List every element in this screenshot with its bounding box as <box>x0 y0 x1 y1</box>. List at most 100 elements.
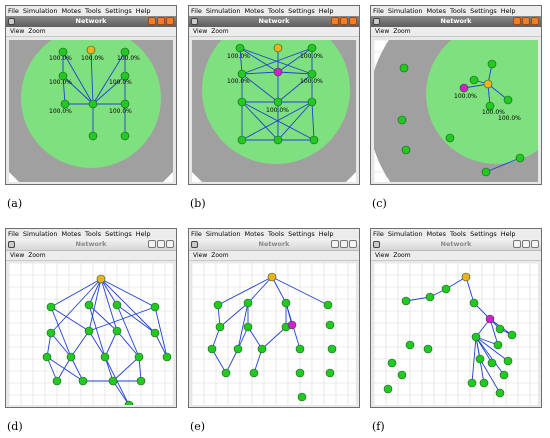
menu-simulation[interactable]: Simulation <box>387 7 423 15</box>
network-canvas[interactable]: 100.0% 100.0% 100.0% 100.0% 100.0% <box>192 40 356 182</box>
menu-file[interactable]: File <box>8 230 19 238</box>
mote[interactable] <box>515 153 525 163</box>
menu-settings[interactable]: Settings <box>105 230 132 238</box>
mote[interactable] <box>287 320 297 330</box>
menu-motes[interactable]: Motes <box>61 7 82 15</box>
mote[interactable] <box>46 302 56 312</box>
title-bar[interactable]: Network <box>371 239 541 251</box>
mote[interactable] <box>459 83 469 93</box>
mote[interactable] <box>467 378 477 388</box>
mote[interactable] <box>307 69 317 79</box>
sink-mote[interactable] <box>273 43 283 53</box>
mote[interactable] <box>120 99 130 109</box>
window-menu-icon[interactable] <box>191 241 198 248</box>
mote[interactable] <box>445 133 455 143</box>
mote[interactable] <box>108 376 118 386</box>
mote[interactable] <box>162 352 172 362</box>
mote[interactable] <box>307 43 317 53</box>
network-canvas[interactable]: 100.0% 100.0% 100.0% 100.0% 100.0% 100.0% 100.… <box>9 40 173 182</box>
mote[interactable] <box>273 135 283 145</box>
mote[interactable] <box>441 284 451 294</box>
title-bar[interactable]: Network <box>189 16 359 27</box>
menu-zoom[interactable]: Zoom <box>393 28 411 35</box>
mote[interactable] <box>88 99 98 109</box>
mote[interactable] <box>503 95 513 105</box>
menu-settings[interactable]: Settings <box>288 230 315 238</box>
mote[interactable] <box>499 370 509 380</box>
mote[interactable] <box>88 131 98 141</box>
mote[interactable] <box>120 71 130 81</box>
mote[interactable] <box>383 384 393 394</box>
mote[interactable] <box>307 97 317 107</box>
mote[interactable] <box>507 330 517 340</box>
menu-zoom[interactable]: Zoom <box>28 28 46 35</box>
maximize-icon[interactable] <box>157 240 165 248</box>
mote[interactable] <box>487 59 497 69</box>
mote[interactable] <box>58 71 68 81</box>
mote[interactable] <box>112 300 122 310</box>
mote[interactable] <box>134 352 144 362</box>
menu-file[interactable]: File <box>191 230 202 238</box>
menu-motes[interactable]: Motes <box>61 230 82 238</box>
menu-tools[interactable]: Tools <box>268 230 285 238</box>
menu-settings[interactable]: Settings <box>288 7 315 15</box>
mote[interactable] <box>475 354 485 364</box>
mote[interactable] <box>397 115 407 125</box>
menu-file[interactable]: File <box>8 7 19 15</box>
menu-simulation[interactable]: Simulation <box>387 230 423 238</box>
menu-help[interactable]: Help <box>500 230 516 238</box>
mote[interactable] <box>297 392 307 402</box>
minimize-icon[interactable] <box>331 17 339 25</box>
close-icon[interactable] <box>349 240 357 248</box>
sink-mote[interactable] <box>96 274 106 284</box>
mote[interactable] <box>237 135 247 145</box>
menu-simulation[interactable]: Simulation <box>205 7 241 15</box>
mote[interactable] <box>221 368 231 378</box>
mote[interactable] <box>257 344 267 354</box>
mote[interactable] <box>323 300 333 310</box>
mote[interactable] <box>327 344 337 354</box>
mote[interactable] <box>52 376 62 386</box>
minimize-icon[interactable] <box>148 17 156 25</box>
mote[interactable] <box>120 47 130 57</box>
menu-motes[interactable]: Motes <box>426 7 447 15</box>
mote[interactable] <box>471 332 481 342</box>
mote[interactable] <box>46 328 56 338</box>
menu-zoom[interactable]: Zoom <box>28 252 46 259</box>
menu-view[interactable]: View <box>10 252 25 259</box>
maximize-icon[interactable] <box>522 240 530 248</box>
mote[interactable] <box>387 358 397 368</box>
mote[interactable] <box>150 328 160 338</box>
menu-view[interactable]: View <box>10 28 25 35</box>
mote[interactable] <box>485 101 495 111</box>
menu-tools[interactable]: Tools <box>85 7 102 15</box>
menu-motes[interactable]: Motes <box>244 230 265 238</box>
sink-mote[interactable] <box>86 45 96 55</box>
mote[interactable] <box>405 340 415 350</box>
menu-settings[interactable]: Settings <box>105 7 132 15</box>
minimize-icon[interactable] <box>513 17 521 25</box>
mote[interactable] <box>243 322 253 332</box>
mote[interactable] <box>487 358 497 368</box>
mote[interactable] <box>495 324 505 334</box>
mote[interactable] <box>78 376 88 386</box>
mote[interactable] <box>397 370 407 380</box>
sink-mote[interactable] <box>267 272 277 282</box>
mote[interactable] <box>66 352 76 362</box>
menu-tools[interactable]: Tools <box>268 7 285 15</box>
close-icon[interactable] <box>166 17 174 25</box>
menu-help[interactable]: Help <box>135 230 151 238</box>
mote[interactable] <box>84 326 94 336</box>
menu-zoom[interactable]: Zoom <box>393 252 411 259</box>
mote[interactable] <box>273 67 283 77</box>
menu-tools[interactable]: Tools <box>450 230 467 238</box>
mote[interactable] <box>215 322 225 332</box>
mote[interactable] <box>295 368 305 378</box>
menu-file[interactable]: File <box>373 230 384 238</box>
menu-view[interactable]: View <box>193 252 208 259</box>
mote[interactable] <box>235 43 245 53</box>
menu-view[interactable]: View <box>193 28 208 35</box>
window-menu-icon[interactable] <box>191 18 198 25</box>
mote[interactable] <box>150 302 160 312</box>
mote[interactable] <box>493 340 503 350</box>
